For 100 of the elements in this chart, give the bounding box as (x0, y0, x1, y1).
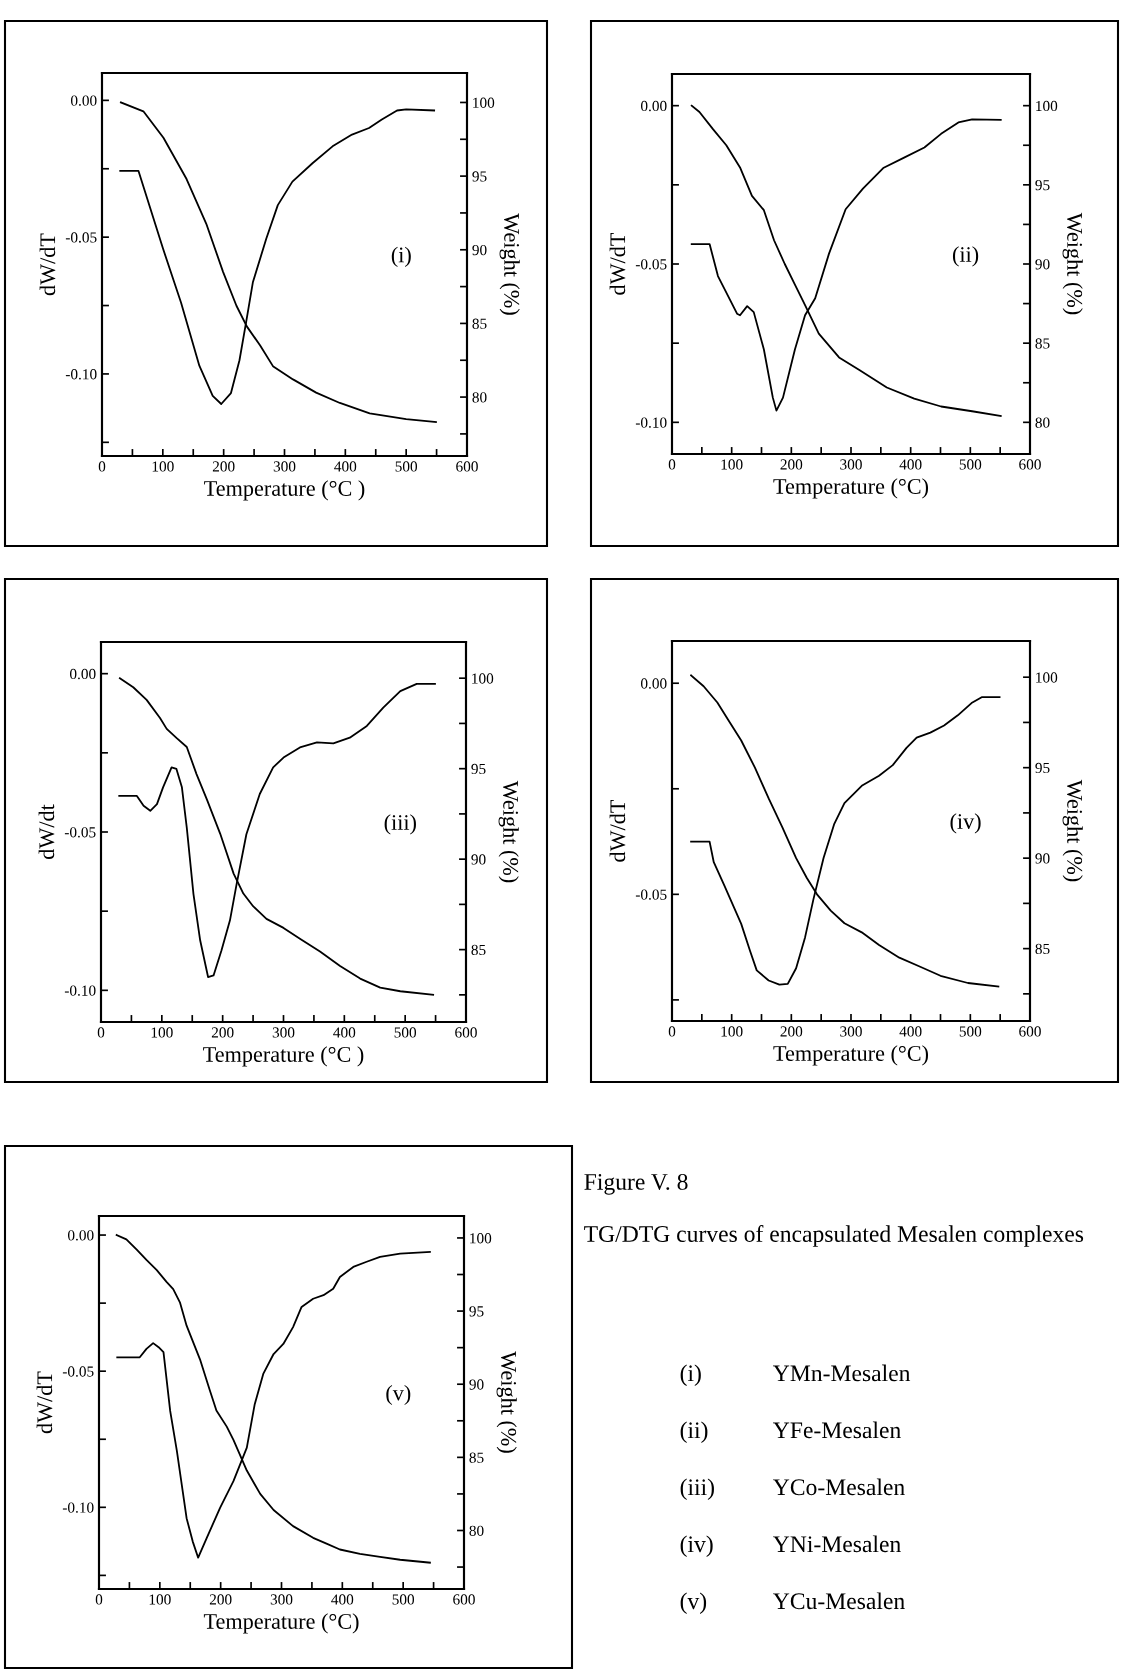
y2-axis-title: Weight (%) (498, 780, 519, 883)
y-tick-label: 0.00 (640, 100, 667, 112)
x-tick-label: 200 (209, 1594, 232, 1605)
y2-tick-label: 100 (470, 1233, 492, 1244)
annotation: (iv) (950, 813, 981, 834)
y2-tick-label: 95 (471, 763, 486, 775)
y2-tick-label: 100 (1036, 100, 1058, 112)
x-tick-label: 300 (273, 461, 296, 472)
y2-tick-label: 85 (471, 944, 486, 956)
y-axis-title: dW/dT (609, 232, 626, 295)
annotation: (iii) (384, 814, 416, 835)
x-tick-label: 0 (98, 461, 106, 472)
y2-tick-label: 100 (472, 673, 494, 684)
y2-tick-label: 95 (1035, 762, 1050, 774)
x-tick-label: 400 (899, 459, 922, 470)
y2-tick-label: 90 (1035, 259, 1050, 270)
x-tick-label: 200 (211, 1027, 234, 1038)
text: (iv) (680, 1535, 713, 1557)
x-tick-label: 200 (780, 459, 803, 470)
y-tick-label: -0.05 (635, 889, 667, 900)
text: YFe-Mesalen (773, 1421, 901, 1439)
x-tick-label: 600 (456, 461, 478, 472)
x-axis-title: Temperature (°C ) (203, 1046, 364, 1067)
y-tick-label: -0.10 (64, 985, 96, 996)
x-tick-label: 500 (392, 1594, 415, 1605)
text: YCu-Mesalen (773, 1592, 905, 1610)
x-tick-label: 500 (959, 1026, 982, 1037)
text: (v) (680, 1592, 707, 1614)
y2-axis-title: Weight (%) (499, 213, 520, 315)
y2-tick-label: 80 (1035, 417, 1050, 428)
y-tick-label: -0.10 (62, 1502, 94, 1513)
x-tick-label: 200 (780, 1026, 803, 1037)
x-tick-label: 400 (331, 1594, 354, 1605)
x-tick-label: 200 (212, 461, 235, 472)
y2-tick-label: 95 (469, 1306, 484, 1317)
y-tick-label: 0.00 (640, 678, 667, 689)
y2-tick-label: 100 (1036, 672, 1058, 683)
annotation: (v) (386, 1384, 411, 1406)
y-tick-label: 0.00 (70, 95, 97, 106)
y2-tick-label: 100 (473, 97, 495, 108)
annotation: (ii) (952, 246, 979, 267)
y-axis-title: dW/dT (36, 1371, 53, 1434)
y2-tick-label: 85 (469, 1452, 484, 1463)
y2-tick-label: 80 (469, 1525, 484, 1536)
x-tick-label: 300 (840, 1026, 862, 1037)
text: YMn-Mesalen (773, 1364, 911, 1382)
x-tick-label: 500 (394, 1027, 417, 1038)
x-tick-label: 500 (395, 461, 418, 472)
x-axis-title: Temperature (°C) (203, 1613, 359, 1634)
x-tick-label: 100 (721, 1026, 743, 1037)
x-tick-label: 300 (270, 1594, 293, 1605)
x-tick-label: 600 (453, 1594, 475, 1605)
y-tick-label: 0.00 (69, 668, 96, 680)
y2-axis-title: Weight (%) (1062, 212, 1083, 315)
y-tick-label: -0.05 (635, 259, 667, 270)
x-axis-title: Temperature (°C) (773, 1045, 929, 1066)
x-tick-label: 300 (272, 1027, 295, 1038)
x-tick-label: 100 (721, 459, 743, 470)
y2-tick-label: 95 (1035, 180, 1050, 191)
text: (ii) (680, 1421, 708, 1444)
y2-tick-label: 90 (469, 1379, 484, 1390)
y2-tick-label: 95 (472, 171, 487, 182)
y-tick-label: -0.10 (635, 417, 667, 428)
x-tick-label: 500 (959, 459, 982, 470)
y2-tick-label: 90 (472, 244, 487, 256)
text: YCo-Mesalen (773, 1478, 905, 1496)
text: Figure V. 8 (584, 1173, 688, 1195)
x-tick-label: 100 (149, 1594, 171, 1605)
x-axis-title: Temperature (°C ) (204, 480, 365, 501)
text: (iii) (680, 1478, 714, 1500)
x-tick-label: 400 (333, 1027, 356, 1038)
y-tick-label: -0.05 (62, 1366, 94, 1377)
y2-tick-label: 90 (1035, 853, 1050, 864)
x-tick-label: 600 (1019, 1026, 1041, 1037)
y2-tick-label: 80 (472, 392, 487, 403)
y-tick-label: -0.05 (65, 232, 97, 243)
y-axis-title: dW/dT (609, 799, 626, 862)
y-tick-label: -0.10 (65, 369, 97, 380)
text: (i) (680, 1364, 701, 1387)
x-tick-label: 0 (668, 459, 676, 470)
y2-tick-label: 85 (472, 318, 487, 329)
x-tick-label: 0 (668, 1026, 676, 1037)
x-axis-title: Temperature (°C) (773, 478, 929, 499)
x-tick-label: 400 (899, 1026, 922, 1037)
x-tick-label: 100 (151, 1027, 173, 1038)
y-axis-title: dW/dt (38, 804, 55, 859)
text: TG/DTG curves of encapsulated Mesalen complexes (584, 1225, 1084, 1247)
x-tick-label: 400 (334, 461, 357, 472)
x-tick-label: 100 (152, 461, 174, 472)
y-tick-label: -0.05 (64, 827, 96, 838)
y-axis-title: dW/dT (39, 233, 56, 296)
y2-tick-label: 90 (471, 854, 486, 865)
y2-axis-title: Weight (%) (1062, 779, 1083, 882)
x-tick-label: 300 (840, 459, 862, 470)
y2-tick-label: 85 (1035, 943, 1050, 955)
x-tick-label: 0 (97, 1027, 105, 1038)
x-tick-label: 0 (95, 1594, 103, 1605)
y2-tick-label: 85 (1035, 338, 1050, 349)
x-tick-label: 600 (1019, 459, 1041, 470)
text: YNi-Mesalen (773, 1535, 901, 1553)
